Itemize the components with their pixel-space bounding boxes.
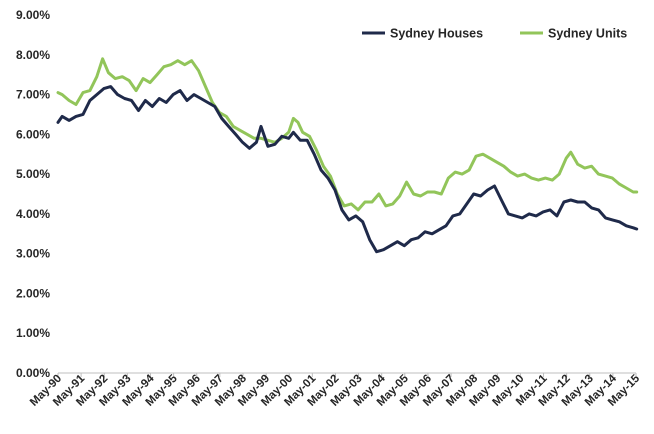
legend-label-sydney-units: Sydney Units (548, 27, 627, 41)
series-layer (56, 57, 639, 254)
legend: Sydney Houses Sydney Units (362, 27, 627, 41)
y-tick-label: 1.00% (16, 326, 50, 340)
y-tick-label: 7.00% (16, 88, 50, 102)
y-tick-label: 9.00% (16, 8, 50, 22)
y-tick-label: 5.00% (16, 167, 50, 181)
y-tick-label: 8.00% (16, 48, 50, 62)
x-axis-ticks: May-90May-91May-92May-93May-94May-95May-… (28, 372, 642, 408)
y-tick-label: 2.00% (16, 286, 50, 300)
series-line-sydney-units (56, 57, 639, 212)
legend-label-sydney-houses: Sydney Houses (390, 27, 483, 41)
y-axis-ticks: 0.00% 1.00% 2.00% 3.00% 4.00% 5.00% 6.00% 7.00%… (16, 8, 50, 380)
y-tick-label: 0.00% (16, 366, 50, 380)
series-line-sydney-houses (56, 85, 639, 254)
y-tick-label: 6.00% (16, 127, 50, 141)
y-tick-label: 4.00% (16, 207, 50, 221)
y-tick-label: 3.00% (16, 247, 50, 261)
